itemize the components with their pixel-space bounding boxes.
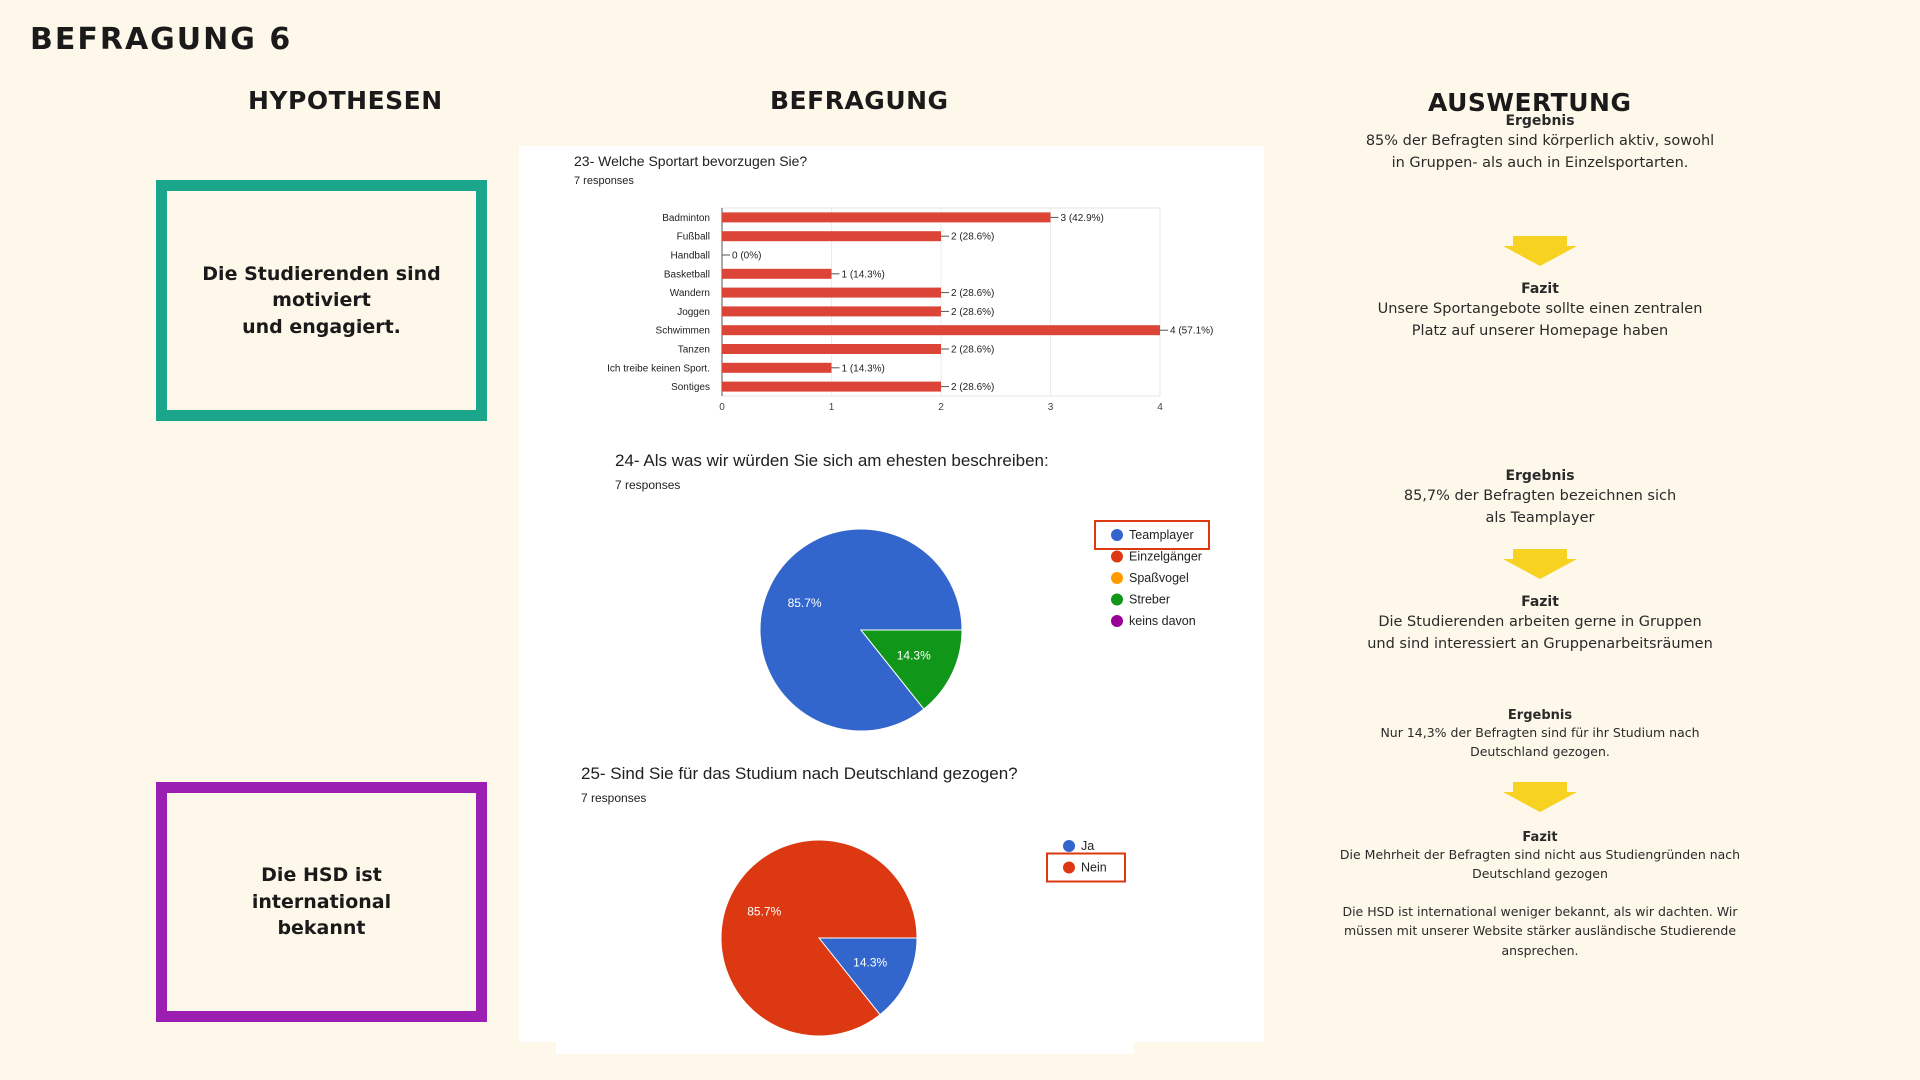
legend-label: Spaßvogel — [1129, 571, 1189, 585]
fazit-label: Fazit — [1521, 281, 1559, 297]
slide-title: BEFRAGUNG 6 — [30, 22, 293, 57]
pie-2-slice-label: 14.3% — [853, 956, 887, 970]
data-label: 2 (28.6%) — [951, 382, 994, 393]
bar — [722, 325, 1160, 336]
legend-label: Nein — [1081, 861, 1107, 875]
x-tick-label: 0 — [719, 402, 725, 413]
legend-label: Streber — [1129, 593, 1170, 607]
x-tick-label: 1 — [829, 402, 835, 413]
sport-bar-chart: 0 1 2 3 4 Badminton 3 (42.9%) Fußball 2 (28.6%) H… — [607, 207, 1213, 413]
legend-dot-icon — [1063, 840, 1075, 852]
legend-dot-icon — [1111, 550, 1123, 563]
legend-highlight-box — [1094, 520, 1210, 550]
data-label: 0 (0%) — [732, 251, 761, 262]
fazit-block-2: Fazit Die Studierenden arbeiten gerne in… — [1320, 594, 1760, 656]
category-label: Badminton — [662, 213, 710, 224]
q23-responses: 7 responses — [574, 175, 634, 187]
category-label: Handball — [671, 251, 710, 262]
x-tick-label: 2 — [938, 402, 944, 413]
data-label: 4 (57.1%) — [1170, 326, 1213, 337]
category-label: Sontiges — [671, 382, 710, 393]
q25-title: 25- Sind Sie für das Studium nach Deutsc… — [581, 764, 1018, 783]
arrow-down-icon — [1503, 549, 1577, 579]
pie-1-slice-label: 85.7% — [788, 596, 822, 610]
self-description-pie-chart: 85.7% 14.3% Teamplayer Einzelgänger Spaßvoge… — [759, 520, 1210, 732]
legend-dot-icon — [1111, 593, 1123, 606]
data-label: 1 (14.3%) — [842, 269, 885, 280]
moved-to-germany-pie-chart: 14.3% 85.7% Ja Nein — [720, 839, 1126, 1037]
ergebnis-text: 85,7% der Befragten bezeichnen sich als … — [1403, 488, 1677, 527]
fazit-text: Die Mehrheit der Befragten sind nicht au… — [1339, 847, 1741, 882]
fazit-block-3: Fazit Die Mehrheit der Befragten sind ni… — [1310, 830, 1770, 960]
conclusion-text: Die HSD ist international weniger bekann… — [1342, 903, 1738, 958]
ergebnis-label: Ergebnis — [1507, 708, 1573, 723]
ergebnis-text: Nur 14,3% der Befragten sind für ihr Stu… — [1380, 725, 1700, 760]
category-label: Joggen — [677, 307, 710, 318]
bar — [722, 231, 941, 242]
data-label: 2 (28.6%) — [951, 288, 994, 299]
data-label: 2 (28.6%) — [951, 345, 994, 356]
legend-highlight-box — [1046, 852, 1126, 883]
data-label: 2 (28.6%) — [951, 232, 994, 243]
legend-label: Teamplayer — [1129, 528, 1194, 542]
x-tick-label: 3 — [1048, 402, 1054, 413]
q23-title: 23- Welche Sportart bevorzugen Sie? — [574, 153, 808, 169]
fazit-label: Fazit — [1521, 594, 1559, 610]
legend-label: keins davon — [1129, 614, 1196, 628]
category-label: Schwimmen — [656, 326, 710, 337]
category-label: Tanzen — [678, 345, 710, 356]
fazit-text: Die Studierenden arbeiten gerne in Grupp… — [1367, 614, 1713, 653]
legend-label: Ja — [1081, 839, 1094, 853]
arrow-down-icon — [1503, 782, 1577, 812]
q24-responses: 7 responses — [615, 478, 681, 492]
data-label: 1 (14.3%) — [842, 363, 885, 374]
bar — [722, 268, 832, 279]
evaluation-block-1: Ergebnis 85% der Befragten sind körperli… — [1320, 113, 1760, 175]
bar — [722, 212, 1051, 223]
pie-2-slice — [720, 839, 918, 1037]
pie-2-slice — [817, 937, 918, 1016]
column-header-befragung: BEFRAGUNG — [770, 86, 949, 115]
legend-dot-icon — [1111, 572, 1123, 584]
q24-title: 24- Als was wir würden Sie sich am ehest… — [615, 451, 1049, 470]
fazit-text: Unsere Sportangebote sollte einen zentra… — [1377, 301, 1703, 340]
bar — [722, 381, 941, 392]
pie-1-slice — [859, 629, 963, 710]
q25-responses: 7 responses — [581, 791, 647, 805]
bar — [722, 344, 941, 354]
data-label: 3 (42.9%) — [1061, 213, 1104, 224]
x-tick-label: 4 — [1157, 402, 1163, 413]
bar — [722, 362, 832, 373]
category-label: Ich treibe keinen Sport. — [607, 363, 710, 374]
ergebnis-label: Ergebnis — [1505, 468, 1575, 484]
fazit-block-1: Fazit Unsere Sportangebote sollte einen … — [1320, 281, 1760, 343]
pie-2-slice-label: 85.7% — [747, 905, 781, 919]
ergebnis-label: Ergebnis — [1505, 113, 1575, 129]
hypothesis-box-international: Die HSD ist international bekannt — [156, 782, 487, 1022]
legend-label: Einzelgänger — [1129, 550, 1202, 564]
column-header-auswertung: AUSWERTUNG — [1428, 88, 1632, 117]
legend-dot-icon — [1063, 861, 1075, 874]
hypothesis-box-motivation: Die Studierenden sind motiviert und enga… — [156, 180, 487, 421]
category-label: Basketball — [664, 269, 710, 280]
legend-dot-icon — [1111, 529, 1123, 541]
ergebnis-text: 85% der Befragten sind körperlich aktiv,… — [1365, 133, 1715, 172]
legend-dot-icon — [1111, 615, 1123, 627]
bar — [722, 306, 941, 317]
pie-1-slice-label: 14.3% — [897, 648, 931, 662]
category-label: Fußball — [677, 232, 710, 243]
evaluation-block-2: Ergebnis 85,7% der Befragten bezeichnen … — [1320, 468, 1760, 530]
survey-panel-footer — [556, 1040, 1134, 1054]
fazit-label: Fazit — [1522, 830, 1558, 845]
column-header-hypothesen: HYPOTHESEN — [248, 86, 443, 115]
category-label: Wandern — [670, 288, 710, 299]
data-label: 2 (28.6%) — [951, 307, 994, 318]
arrow-down-icon — [1503, 236, 1577, 266]
bar — [722, 287, 941, 298]
evaluation-block-3: Ergebnis Nur 14,3% der Befragten sind fü… — [1320, 708, 1760, 762]
